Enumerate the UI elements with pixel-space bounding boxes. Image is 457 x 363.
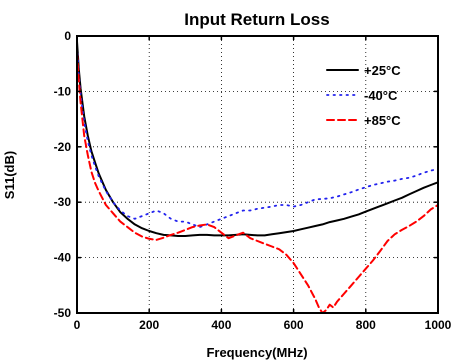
plot-area — [76, 40, 439, 314]
plot-frame — [76, 35, 439, 314]
y-axis: 0 -10 -20 -30 -40 -50 — [54, 29, 438, 320]
y-tick-label: -40 — [54, 251, 72, 265]
series-line-1 — [76, 40, 439, 237]
y-tick-label: -30 — [54, 195, 72, 209]
grid — [77, 36, 438, 313]
y-tick-label: -10 — [54, 84, 72, 98]
x-axis: 0 200 400 600 800 1000 — [74, 36, 452, 332]
x-tick-label: 400 — [211, 318, 231, 332]
series-line-2 — [76, 46, 439, 228]
chart-title: Input Return Loss — [184, 10, 329, 29]
y-axis-label: S11(dB) — [2, 151, 17, 199]
x-tick-label: 200 — [139, 318, 159, 332]
x-tick-label: 600 — [284, 318, 304, 332]
x-tick-label: 800 — [356, 318, 376, 332]
x-tick-label: 0 — [74, 318, 81, 332]
legend: +25°C -40°C +85°C — [326, 63, 401, 128]
y-tick-label: -20 — [54, 140, 72, 154]
x-tick-label: 1000 — [425, 318, 452, 332]
x-axis-label: Frequency(MHz) — [206, 345, 307, 360]
legend-label: +25°C — [364, 63, 401, 78]
y-tick-label: -50 — [54, 306, 72, 320]
y-tick-label: 0 — [64, 29, 71, 43]
legend-label: +85°C — [364, 113, 401, 128]
legend-label: -40°C — [364, 88, 398, 103]
